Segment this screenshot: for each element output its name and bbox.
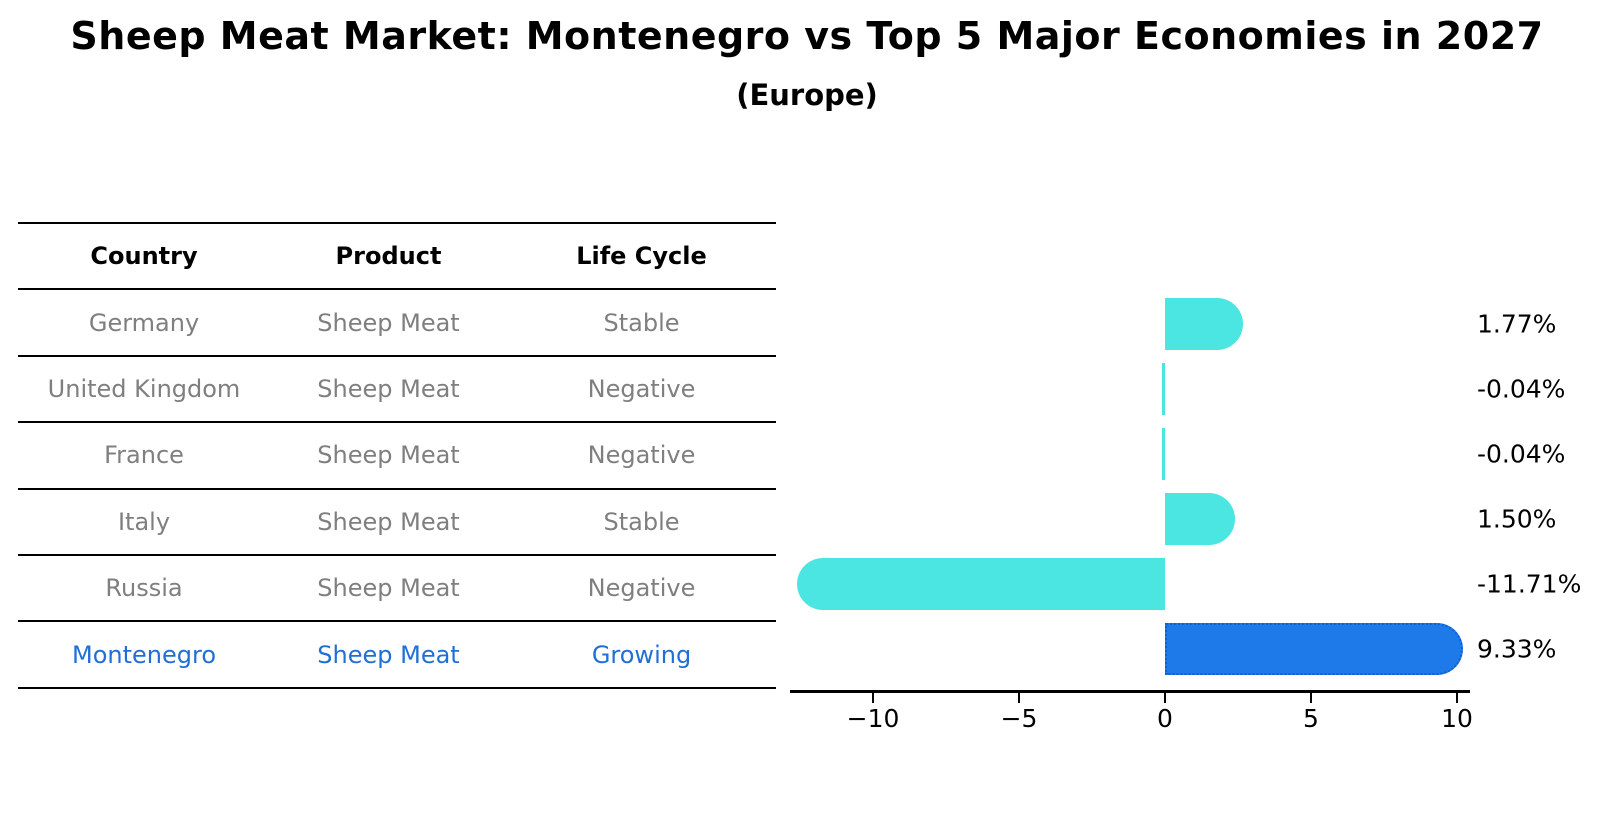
- bar-value-label: -11.71%: [1477, 569, 1582, 599]
- x-tick: [1163, 693, 1167, 703]
- cell-country: Italy: [117, 507, 171, 536]
- cell-life-cycle: Negative: [587, 574, 696, 603]
- x-tick: [1455, 693, 1459, 703]
- x-tick: [1309, 693, 1313, 703]
- cell-product: Sheep Meat: [317, 640, 460, 669]
- chart-title: Sheep Meat Market: Montenegro vs Top 5 M…: [70, 14, 1544, 58]
- cell-country: Germany: [88, 308, 200, 337]
- cell-life-cycle: Stable: [603, 308, 680, 337]
- bar-russia: [797, 558, 1165, 610]
- bar-italy: [1165, 493, 1235, 545]
- bar-value-label: -0.04%: [1477, 374, 1566, 404]
- bar-france: [1162, 428, 1165, 480]
- chart-subtitle: (Europe): [736, 78, 878, 112]
- table-row: Italy Sheep Meat Stable: [18, 487, 776, 554]
- column-header-country: Country: [90, 242, 198, 271]
- bar-montenegro: [1165, 623, 1464, 675]
- x-axis-line: [790, 690, 1470, 693]
- cell-product: Sheep Meat: [317, 308, 460, 337]
- cell-product: Sheep Meat: [317, 374, 460, 403]
- table-row: Russia Sheep Meat Negative: [18, 553, 776, 620]
- cell-product: Sheep Meat: [317, 574, 460, 603]
- cell-life-cycle: Stable: [603, 507, 680, 536]
- bar-value-label: 9.33%: [1477, 634, 1557, 664]
- bar-value-label: 1.50%: [1477, 504, 1557, 534]
- x-tick: [871, 693, 875, 703]
- cell-country: Montenegro: [71, 640, 216, 669]
- table-header-row: Country Product Life Cycle: [18, 222, 776, 288]
- table-row: Montenegro Sheep Meat Growing: [18, 620, 776, 686]
- column-header-product: Product: [335, 242, 442, 271]
- table-row: Germany Sheep Meat Stable: [18, 288, 776, 354]
- cell-country: Russia: [105, 574, 183, 603]
- x-tick-label: 10: [1441, 704, 1473, 733]
- cell-product: Sheep Meat: [317, 507, 460, 536]
- x-tick-label: −5: [1000, 704, 1038, 733]
- bar-value-label: -0.04%: [1477, 439, 1566, 469]
- cell-life-cycle: Negative: [587, 374, 696, 403]
- x-tick: [1017, 693, 1021, 703]
- x-tick-label: 0: [1157, 704, 1173, 733]
- cell-life-cycle: Negative: [587, 441, 696, 470]
- bar-germany: [1165, 298, 1243, 350]
- x-tick-label: −10: [846, 704, 900, 733]
- cell-country: United Kingdom: [47, 374, 241, 403]
- cell-life-cycle: Growing: [591, 640, 692, 669]
- bar-value-label: 1.77%: [1477, 309, 1557, 339]
- x-tick-label: 5: [1303, 704, 1319, 733]
- table-body: Germany Sheep Meat Stable United Kingdom…: [18, 288, 776, 686]
- table-row: United Kingdom Sheep Meat Negative: [18, 354, 776, 421]
- cell-country: France: [104, 441, 184, 470]
- column-header-life-cycle: Life Cycle: [576, 242, 707, 271]
- cell-product: Sheep Meat: [317, 441, 460, 470]
- bar-united-kingdom: [1162, 363, 1165, 415]
- country-table: Country Product Life Cycle Germany Sheep…: [18, 222, 776, 689]
- table-row: France Sheep Meat Negative: [18, 421, 776, 487]
